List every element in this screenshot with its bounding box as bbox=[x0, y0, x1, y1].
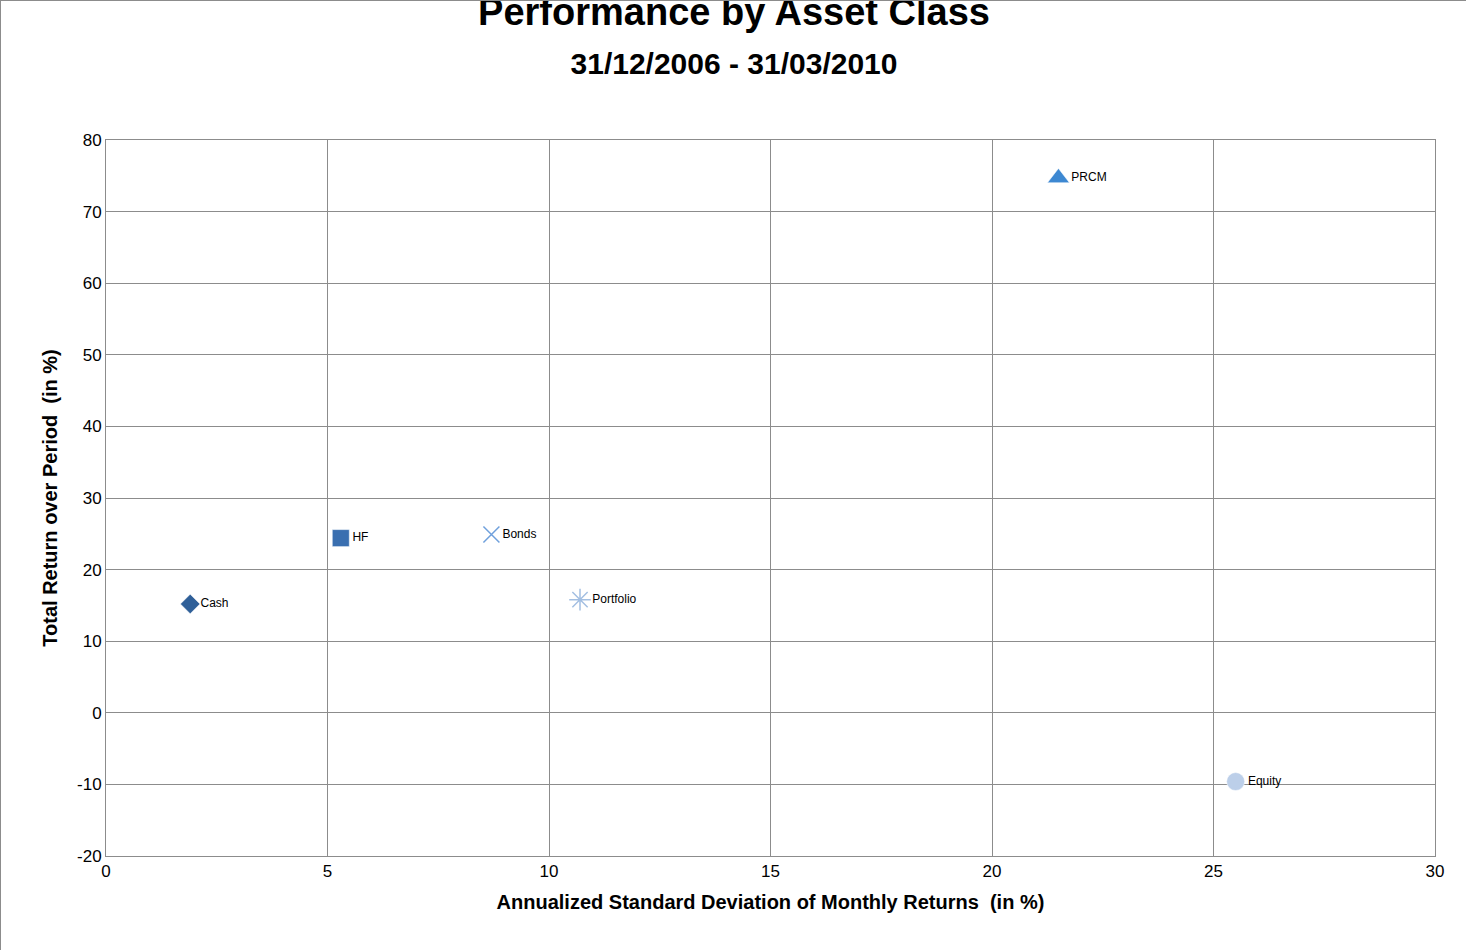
svg-text:Performance by Asset Class31/1: Performance by Asset Class31/12/2006 - 3… bbox=[478, 1, 990, 80]
svg-text:25: 25 bbox=[1204, 862, 1223, 881]
svg-text:80: 80 bbox=[83, 131, 102, 150]
svg-text:Bonds: Bonds bbox=[502, 527, 536, 541]
svg-text:15: 15 bbox=[761, 862, 780, 881]
svg-text:50: 50 bbox=[83, 346, 102, 365]
svg-text:5: 5 bbox=[323, 862, 332, 881]
svg-text:Portfolio: Portfolio bbox=[592, 592, 636, 606]
svg-text:HF: HF bbox=[352, 530, 368, 544]
svg-text:30: 30 bbox=[83, 489, 102, 508]
svg-text:70: 70 bbox=[83, 203, 102, 222]
svg-text:-20: -20 bbox=[77, 847, 102, 866]
svg-text:0: 0 bbox=[92, 704, 101, 723]
svg-text:Total Return over Period (in: Total Return over Period (in %) bbox=[39, 349, 61, 646]
svg-text:PRCM: PRCM bbox=[1071, 170, 1106, 184]
svg-text:-10: -10 bbox=[77, 775, 102, 794]
svg-text:20: 20 bbox=[983, 862, 1002, 881]
svg-text:0: 0 bbox=[101, 862, 110, 881]
svg-text:Annualized Standard Deviation: Annualized Standard Deviation of Monthly… bbox=[497, 891, 1045, 913]
svg-text:Equity: Equity bbox=[1248, 774, 1281, 788]
svg-text:Cash: Cash bbox=[201, 596, 229, 610]
svg-text:10: 10 bbox=[83, 632, 102, 651]
svg-text:10: 10 bbox=[540, 862, 559, 881]
svg-text:40: 40 bbox=[83, 417, 102, 436]
svg-text:60: 60 bbox=[83, 274, 102, 293]
svg-text:20: 20 bbox=[83, 561, 102, 580]
svg-text:30: 30 bbox=[1426, 862, 1445, 881]
